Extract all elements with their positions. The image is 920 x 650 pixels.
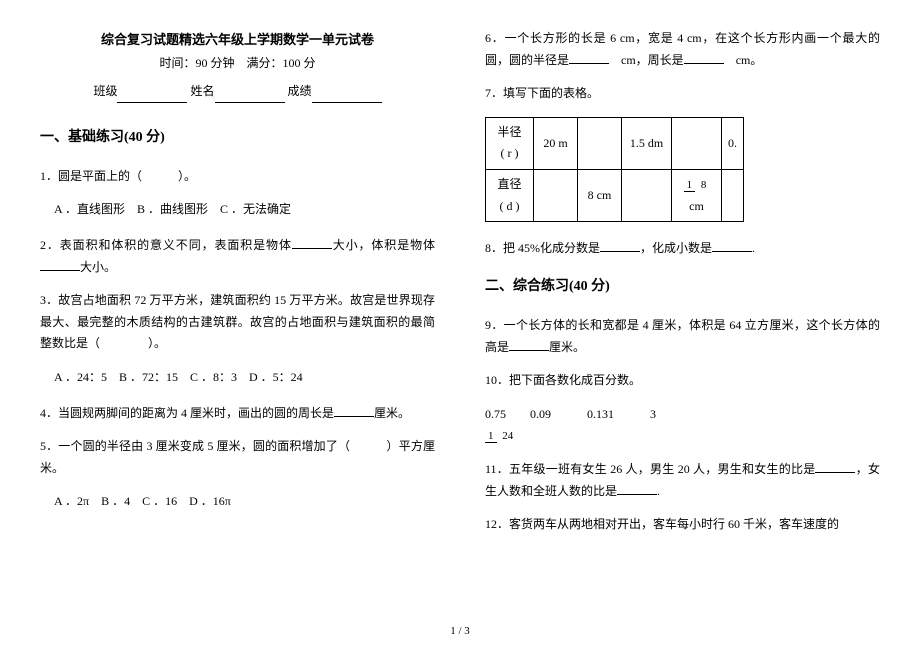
score-label: 成绩 (288, 84, 312, 98)
q2-blank1 (292, 237, 332, 249)
q6-blank2 (684, 52, 724, 64)
score-blank (312, 91, 382, 103)
radius-table: 半径 ( r ) 20 m 1.5 dm 0. 直径 ( d ) 8 cm 1 … (485, 117, 744, 222)
q11-blank2 (617, 483, 657, 495)
cell-r1c2: 20 m (534, 117, 578, 169)
q8: 8．把 45%化成分数是 ，化成小数是. (485, 238, 880, 260)
name-label: 姓名 (190, 84, 214, 98)
q2c: 大小。 (80, 260, 116, 274)
cell-r2c2 (534, 169, 578, 221)
class-label: 班级 (93, 84, 117, 98)
q9b: 厘米。 (549, 340, 585, 354)
q8-blank2 (712, 240, 752, 252)
q8c: . (752, 241, 755, 255)
q6: 6．一个长方形的长是 6 cm，宽是 4 cm，在这个长方形内画一个最大的圆，圆… (485, 28, 880, 71)
cell-r1c4: 1.5 dm (622, 117, 672, 169)
q3-opts: A ．24：5 B ．72：15 C ．8：3 D ．5：24 (54, 367, 435, 389)
q5-opts: A ．2π B ．4 C ．16 D ．16π (54, 491, 435, 513)
q10-nums-line: 0.75 0.09 0.131 3 (485, 407, 656, 421)
q11-blank1 (815, 461, 855, 473)
cell-r2c3: 8 cm (578, 169, 622, 221)
r-label-a: 半径 (497, 125, 521, 139)
q4-blank (334, 405, 374, 417)
cell-r1c3 (578, 117, 622, 169)
d-label-a: 直径 (497, 177, 521, 191)
info-line: 班级 姓名 成绩 (40, 81, 435, 103)
q6-blank1 (569, 52, 609, 64)
section2-title: 二、综合练习(40 分) (485, 274, 880, 299)
frac-1-8: 1 8 (684, 180, 710, 191)
q2b: 大小，体积是物体 (332, 238, 435, 252)
cell-r-label: 半径 ( r ) (486, 117, 534, 169)
q10: 10．把下面各数化成百分数。 (485, 370, 880, 392)
q3: 3．故宫占地面积 72 万平方米，建筑面积约 15 万平方米。故宫是世界现存最大… (40, 290, 435, 355)
page-footer: 1 / 3 (0, 622, 920, 642)
q6c: cm。 (724, 53, 763, 67)
q6b: cm，周长是 (609, 53, 684, 67)
frac-n: 1 (684, 179, 696, 192)
page-title: 综合复习试题精选六年级上学期数学一单元试卷 (40, 28, 435, 51)
cell-r2c6 (722, 169, 744, 221)
q4a: 4．当圆规两脚间的距离为 4 厘米时，画出的圆的周长是 (40, 406, 334, 420)
q7: 7．填写下面的表格。 (485, 83, 880, 105)
r-label-b: ( r ) (501, 146, 519, 160)
cell-r2c5: 1 8 cm (672, 169, 722, 221)
class-blank (117, 91, 187, 103)
q4: 4．当圆规两脚间的距离为 4 厘米时，画出的圆的周长是 厘米。 (40, 403, 435, 425)
q11c: . (657, 484, 660, 498)
frac24-n: 1 (485, 430, 497, 443)
q9: 9．一个长方体的长和宽都是 4 厘米，体积是 64 立方厘米，这个长方体的高是厘… (485, 315, 880, 358)
q5: 5．一个圆的半径由 3 厘米变成 5 厘米，圆的面积增加了（ ）平方厘米。 (40, 436, 435, 479)
q9-blank (509, 339, 549, 351)
q1: 1．圆是平面上的（ ）。 (40, 166, 435, 188)
section1-title: 一、基础练习(40 分) (40, 125, 435, 150)
d-label-b: ( d ) (500, 199, 520, 213)
q8b: ，化成小数是 (640, 241, 712, 255)
frac-1-24: 1 24 (485, 431, 516, 442)
frac24-d: 24 (499, 430, 516, 442)
cell-r1c6: 0. (722, 117, 744, 169)
subtitle: 时间：90 分钟 满分：100 分 (40, 53, 435, 75)
q8-blank1 (600, 240, 640, 252)
q1-opts: A ．直线图形 B ．曲线图形 C ．无法确定 (54, 199, 435, 221)
q10-nums: 0.75 0.09 0.131 3 1 24 (485, 404, 880, 447)
cell-r1c5 (672, 117, 722, 169)
q2: 2．表面积和体积的意义不同，表面积是物体 大小，体积是物体大小。 (40, 235, 435, 278)
q2a: 2．表面积和体积的意义不同，表面积是物体 (40, 238, 292, 252)
q11a: 11．五年级一班有女生 26 人，男生 20 人，男生和女生的比是 (485, 462, 815, 476)
name-blank (215, 91, 285, 103)
q2-blank2 (40, 259, 80, 271)
q12: 12．客货两车从两地相对开出，客车每小时行 60 千米，客车速度的 (485, 514, 880, 536)
q4b: 厘米。 (374, 406, 410, 420)
cell-r2c4 (622, 169, 672, 221)
q11: 11．五年级一班有女生 26 人，男生 20 人，男生和女生的比是，女生人数和全… (485, 459, 880, 502)
frac-unit: cm (689, 199, 704, 213)
q8a: 8．把 45%化成分数是 (485, 241, 600, 255)
frac-d: 8 (698, 179, 710, 191)
cell-d-label: 直径 ( d ) (486, 169, 534, 221)
